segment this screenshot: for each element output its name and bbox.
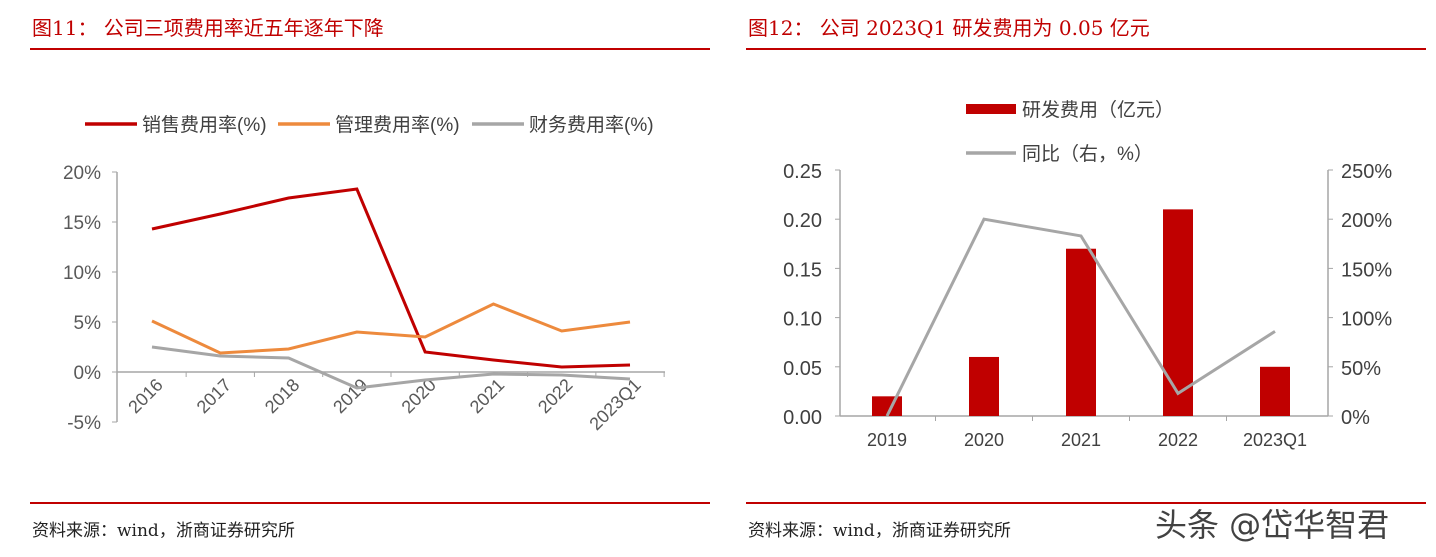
y-tick-label: 20%: [63, 163, 101, 184]
footer-divider: [746, 502, 1426, 504]
x-tick-label: 2023Q1: [585, 375, 644, 434]
left-chart-title: 图11： 公司三项费用率近五年逐年下降: [32, 16, 384, 40]
y-tick-label: 0.25: [783, 161, 822, 183]
right-source-note: 资料来源：wind，浙商证券研究所: [748, 521, 1011, 541]
bar: [1163, 209, 1193, 416]
legend-label: 同比（右，%）: [1022, 143, 1153, 165]
bar: [1260, 366, 1290, 416]
title-divider: [30, 48, 710, 50]
title-divider: [746, 48, 1426, 50]
legend-label: 财务费用率(%): [529, 114, 654, 136]
y-tick-label: 0.05: [783, 358, 822, 380]
y-tick-label: -5%: [67, 413, 101, 434]
watermark: 头条 @岱华智君: [1155, 506, 1390, 544]
legend-label: 管理费用率(%): [335, 114, 460, 136]
x-tick-label: 2022: [534, 375, 576, 417]
series-line-3: [151, 345, 631, 390]
y2-tick-label: 150%: [1341, 259, 1392, 281]
x-tick-label: 2019: [867, 430, 907, 450]
x-tick-label: 2021: [466, 375, 508, 417]
x-tick-label: 2022: [1158, 430, 1198, 450]
x-tick-label: 2018: [261, 375, 303, 417]
y2-tick-label: 250%: [1341, 161, 1392, 183]
y-tick-label: 0%: [74, 363, 102, 384]
x-tick-label: 2023Q1: [1243, 430, 1307, 450]
y2-tick-label: 200%: [1341, 210, 1392, 232]
y2-tick-label: 0%: [1341, 407, 1370, 429]
legend-label: 销售费用率(%): [142, 114, 267, 136]
x-tick-label: 2019: [329, 375, 371, 417]
y-tick-label: 0.15: [783, 259, 822, 281]
y2-tick-label: 50%: [1341, 358, 1381, 380]
footer-divider: [30, 502, 710, 504]
y-tick-label: 5%: [74, 313, 102, 334]
bar: [1066, 248, 1096, 416]
x-tick-label: 2017: [193, 375, 235, 417]
left-source-note: 资料来源：wind，浙商证券研究所: [32, 521, 295, 541]
y-tick-label: 0.00: [783, 407, 822, 429]
legend-swatch: [966, 104, 1016, 114]
yoy-line: [885, 217, 1276, 417]
series-line-2: [151, 302, 631, 355]
x-tick-label: 2021: [1061, 430, 1101, 450]
y-tick-label: 15%: [63, 213, 101, 234]
right-chart-title: 图12： 公司 2023Q1 研发费用为 0.05 亿元: [748, 16, 1150, 40]
legend-label: 研发费用（亿元）: [1022, 99, 1174, 121]
y-tick-label: 10%: [63, 263, 101, 284]
x-tick-label: 2016: [124, 375, 166, 417]
series-line-1: [151, 187, 631, 369]
x-tick-label: 2020: [964, 430, 1004, 450]
y-tick-label: 0.10: [783, 309, 822, 331]
bar: [969, 356, 999, 416]
y2-tick-label: 100%: [1341, 309, 1392, 331]
y-tick-label: 0.20: [783, 210, 822, 232]
